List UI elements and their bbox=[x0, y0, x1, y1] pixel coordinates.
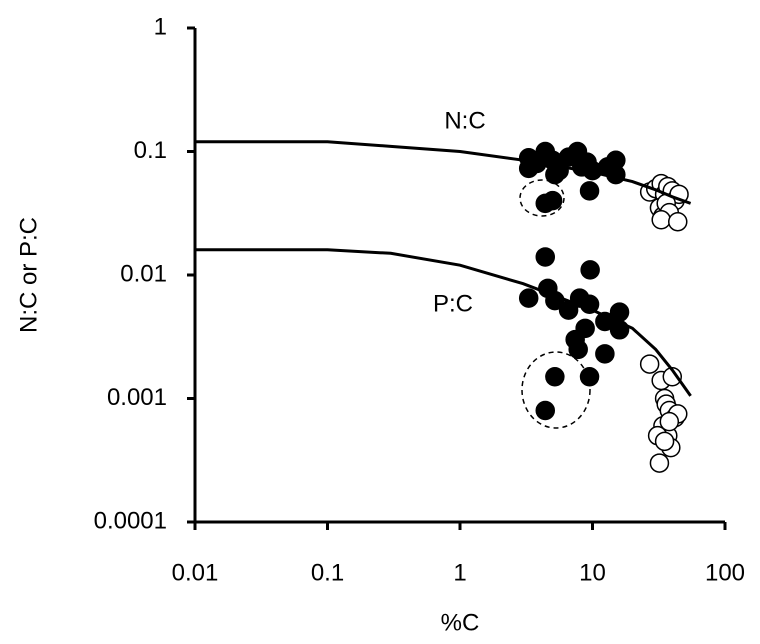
y-tick-label: 0.01 bbox=[120, 260, 167, 287]
data-point bbox=[579, 367, 600, 387]
trend-line bbox=[195, 140, 692, 205]
data-point bbox=[545, 367, 565, 387]
annotation: P:C bbox=[433, 290, 473, 317]
data-point bbox=[579, 181, 600, 201]
data-point bbox=[654, 431, 675, 452]
data-point bbox=[580, 260, 600, 280]
x-tick-label: 100 bbox=[705, 559, 745, 586]
y-tick-label: 1 bbox=[154, 13, 167, 40]
data-point bbox=[518, 158, 539, 179]
data-point bbox=[535, 247, 556, 267]
y-tick-label: 0.1 bbox=[134, 137, 167, 164]
data-point bbox=[542, 190, 563, 211]
data-point bbox=[535, 400, 556, 421]
x-tick-label: 0.1 bbox=[311, 559, 344, 586]
y-tick-label: 0.001 bbox=[107, 384, 167, 411]
data-point bbox=[668, 211, 688, 232]
y-axis-title: N:C or P:C bbox=[15, 217, 42, 333]
data-point bbox=[651, 210, 671, 230]
x-tick-label: 1 bbox=[453, 559, 466, 586]
data-point bbox=[606, 164, 626, 185]
data-point bbox=[545, 164, 565, 185]
data-point bbox=[595, 344, 615, 364]
data-point bbox=[575, 318, 595, 339]
y-tick-label: 0.0001 bbox=[94, 507, 167, 534]
x-tick-label: 0.01 bbox=[172, 559, 219, 586]
data-point bbox=[649, 453, 670, 473]
x-tick-label: 10 bbox=[579, 559, 606, 586]
annotation: N:C bbox=[444, 107, 485, 134]
x-axis-title: %C bbox=[441, 609, 480, 636]
data-point bbox=[518, 288, 539, 308]
data-point bbox=[568, 339, 588, 360]
trend-line bbox=[195, 248, 692, 397]
group-outline bbox=[521, 351, 591, 429]
data-point bbox=[659, 411, 680, 432]
group-outline bbox=[519, 179, 565, 217]
data-point bbox=[639, 354, 660, 374]
